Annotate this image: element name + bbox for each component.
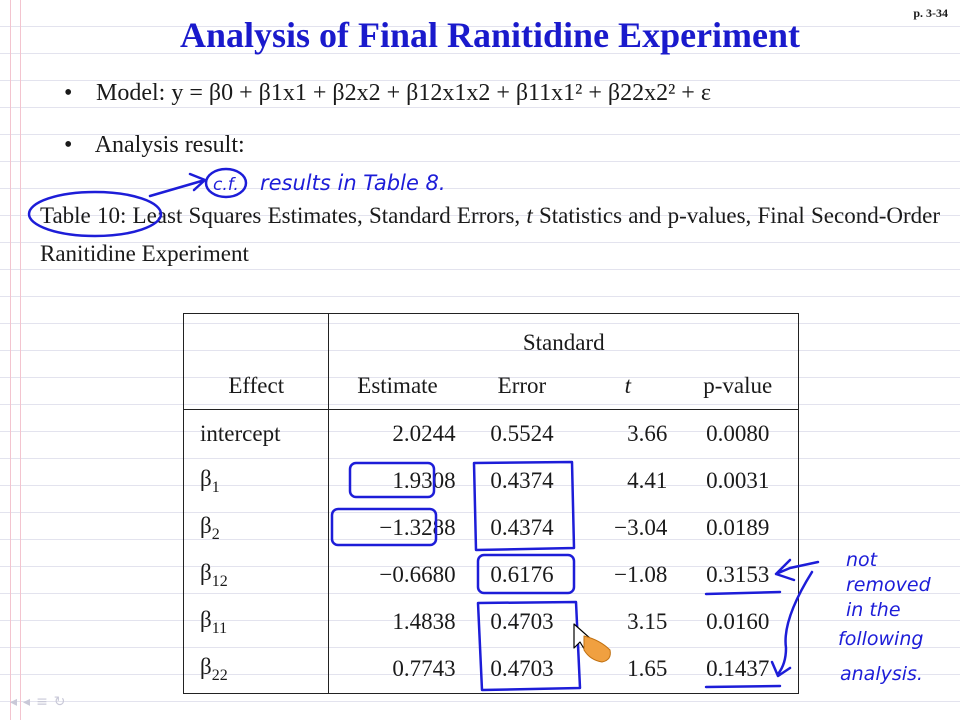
p-value-cell: 0.0080 [706, 420, 770, 446]
effect-cell: β12 [183, 551, 330, 599]
model-bullet: • Model: y = β0 + β1x1 + β2x2 + β12x1x2 … [64, 80, 711, 107]
table-row: β11 1.4838 0.4703 3.15 0.0160 [183, 598, 799, 646]
effect-cell: β22 [183, 645, 330, 694]
error-cell: 0.4703 [490, 656, 554, 682]
table-row: β22 0.7743 0.4703 1.65 0.1437 [183, 645, 799, 694]
t-cell: 1.65 [627, 656, 668, 682]
estimate-cell: 0.7743 [392, 656, 456, 682]
model-label: Model: [96, 80, 166, 106]
effect-cell: β2 [183, 504, 330, 552]
nav-prev-icon[interactable]: ◂ [10, 694, 24, 710]
table-label: Table 10: [40, 203, 127, 228]
p-value-cell: 0.0189 [706, 515, 770, 540]
results-table: Standard Effect Estimate Error t p-value… [183, 313, 799, 694]
ink-note-line-1: not [846, 549, 879, 571]
error-cell: 0.4374 [490, 468, 554, 493]
p-value-cell: 0.0031 [706, 468, 770, 493]
p-value-cell: 0.3153 [706, 562, 770, 587]
page-number: p. 3-34 [913, 6, 948, 20]
header-t: t [624, 373, 632, 399]
analysis-bullet: • Analysis result: [64, 132, 245, 159]
error-cell: 0.6176 [490, 562, 554, 587]
caption-text-2: Statistics and p-values, Final Second-Or… [40, 203, 940, 266]
slide-title: Analysis of Final Ranitidine Experiment [179, 15, 801, 55]
ink-note-line-5: analysis. [840, 663, 923, 685]
nav-menu-icon[interactable]: ≡ [36, 694, 54, 710]
t-cell: −1.08 [614, 562, 668, 587]
effect-cell: intercept [183, 409, 330, 458]
header-effect: Effect [183, 363, 330, 410]
nav-loop-icon[interactable]: ↻ [53, 694, 72, 710]
effect-cell: β1 [183, 457, 330, 505]
t-cell: 3.66 [627, 420, 668, 446]
model-equation: y = β0 + β1x1 + β2x2 + β12x1x2 + β11x1² … [171, 80, 711, 106]
ink-arrow-to-cf [148, 172, 207, 198]
analysis-label: Analysis result: [94, 132, 245, 158]
p-value-cell: 0.1437 [706, 656, 770, 682]
caption-t-symbol: t [526, 203, 533, 228]
slide-navigation[interactable]: ◂◂≡↻ [10, 694, 72, 710]
header-error: Error [497, 373, 547, 399]
ink-note-line-4: following [838, 628, 923, 650]
nav-section-icon[interactable]: ◂ [23, 694, 37, 710]
estimate-cell: 1.4838 [392, 609, 456, 634]
ink-note-line-3: in the [846, 599, 901, 621]
effect-cell: β11 [183, 598, 330, 646]
bullet-dot: • [64, 132, 73, 158]
table-row: β12 −0.6680 0.6176 −1.08 0.3153 [183, 551, 799, 599]
table-header-row-1: Standard [183, 313, 799, 364]
error-cell: 0.4703 [490, 609, 554, 634]
ink-note-line-2: removed [846, 574, 932, 596]
t-cell: −3.04 [614, 515, 668, 540]
header-estimate: Estimate [357, 373, 438, 399]
table-caption: Table 10: Least Squares Estimates, Stand… [40, 197, 940, 273]
estimate-cell: 1.9308 [392, 468, 456, 493]
caption-text-1: Least Squares Estimates, Standard Errors… [132, 203, 521, 228]
error-cell: 0.4374 [490, 515, 554, 540]
table-row: β2 −1.3288 0.4374 −3.04 0.0189 [183, 504, 799, 552]
ink-circle-cf [204, 167, 248, 199]
estimate-cell: 2.0244 [392, 420, 456, 446]
p-value-cell: 0.0160 [706, 609, 770, 634]
error-cell: 0.5524 [490, 420, 554, 446]
estimate-cell: −1.3288 [379, 515, 456, 540]
header-p-value: p-value [703, 373, 773, 399]
table-header-row-2: Effect Estimate Error t p-value [183, 363, 799, 410]
bullet-dot: • [64, 80, 73, 106]
table-row: intercept 2.0244 0.5524 3.66 0.0080 [183, 409, 799, 458]
t-cell: 3.15 [627, 609, 668, 634]
header-standard: Standard [522, 329, 605, 355]
ink-cf-label: c.f. [213, 175, 239, 195]
table-row: β1 1.9308 0.4374 4.41 0.0031 [183, 457, 799, 505]
ink-cf-note: results in Table 8. [260, 171, 446, 195]
estimate-cell: −0.6680 [379, 562, 456, 587]
t-cell: 4.41 [627, 468, 668, 493]
